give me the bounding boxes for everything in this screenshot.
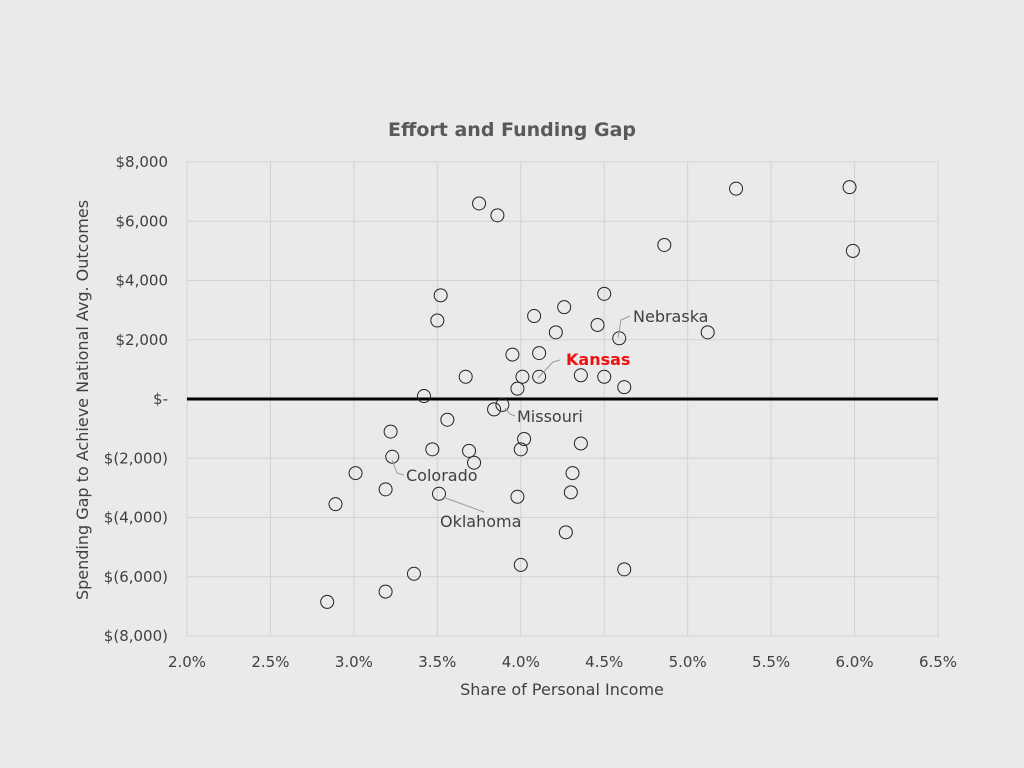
annotation-oklahoma: Oklahoma [440,512,521,531]
data-point [657,237,672,252]
data-point [462,443,477,458]
data-point [385,449,400,464]
x-axis-ticks: 2.0% 2.5% 3.0% 3.5% 4.0% 4.5% 5.0% 5.5% 6.0% 6.5% [168,653,957,671]
data-point [495,397,510,412]
annotation-leaders [391,315,631,513]
data-point [617,562,632,577]
data-point [617,380,632,395]
data-point [433,288,448,303]
nebraska-leader [617,315,631,339]
data-point [548,325,563,340]
data-point [430,313,445,328]
y-tick-label: $(4,000) [104,509,168,527]
y-tick-label: $(8,000) [104,627,168,645]
annotation-missouri: Missouri [517,407,583,426]
data-point [378,482,393,497]
data-point [432,486,447,501]
x-tick-label: 2.0% [168,653,206,671]
annotation-colorado: Colorado [406,466,478,485]
data-point [406,566,421,581]
data-point [513,557,528,572]
data-point [532,346,547,361]
data-point [573,436,588,451]
x-tick-label: 5.0% [669,653,707,671]
y-tick-label: $8,000 [116,153,169,171]
kansas-leader [537,359,561,379]
annotation-kansas: Kansas [566,350,630,369]
data-point [378,584,393,599]
data-point [558,525,573,540]
data-point [532,369,547,384]
data-point [563,485,578,500]
data-point [416,389,431,404]
data-point [440,412,455,427]
y-tick-label: $2,000 [116,331,169,349]
data-points [320,180,860,609]
data-point [557,300,572,315]
x-tick-label: 5.5% [752,653,790,671]
data-point [458,369,473,384]
x-tick-label: 3.5% [418,653,456,671]
colorado-leader [391,459,405,476]
y-tick-label: $6,000 [116,212,169,230]
y-tick-label: $- [153,390,168,408]
data-point [517,431,532,446]
x-tick-label: 4.5% [585,653,623,671]
data-point [729,181,744,196]
data-point [573,368,588,383]
data-point [487,402,502,417]
x-axis-title: Share of Personal Income [460,680,664,699]
data-point [467,455,482,470]
y-tick-label: $(2,000) [104,449,168,467]
data-point [513,442,528,457]
data-point [490,208,505,223]
data-point [612,331,627,346]
data-point [425,442,440,457]
y-tick-label: $(6,000) [104,568,168,586]
x-tick-label: 6.5% [919,653,957,671]
data-point [597,369,612,384]
data-point [348,466,363,481]
data-point [320,594,335,609]
data-point [527,309,542,324]
y-axis-title: Spending Gap to Achieve National Avg. Ou… [73,200,92,600]
data-point [510,489,525,504]
oklahoma-leader [442,496,485,513]
data-point [472,196,487,211]
data-point [590,317,605,332]
missouri-leader [504,407,516,417]
data-point [505,347,520,362]
x-tick-label: 2.5% [251,653,289,671]
x-tick-label: 4.0% [502,653,540,671]
data-point [842,180,857,195]
data-point [565,466,580,481]
data-point [515,369,530,384]
data-point [328,497,343,512]
data-point [510,381,525,396]
annotation-nebraska: Nebraska [633,307,708,326]
y-tick-label: $4,000 [116,272,169,290]
data-point [597,286,612,301]
y-axis-ticks: $8,000 $6,000 $4,000 $2,000 $- $(2,000) $(4,00… [104,153,168,645]
chart-title: Effort and Funding Gap [388,119,636,141]
x-tick-label: 3.0% [335,653,373,671]
x-tick-label: 6.0% [836,653,874,671]
data-point [700,325,715,340]
data-point [845,243,860,258]
data-point [383,424,398,439]
